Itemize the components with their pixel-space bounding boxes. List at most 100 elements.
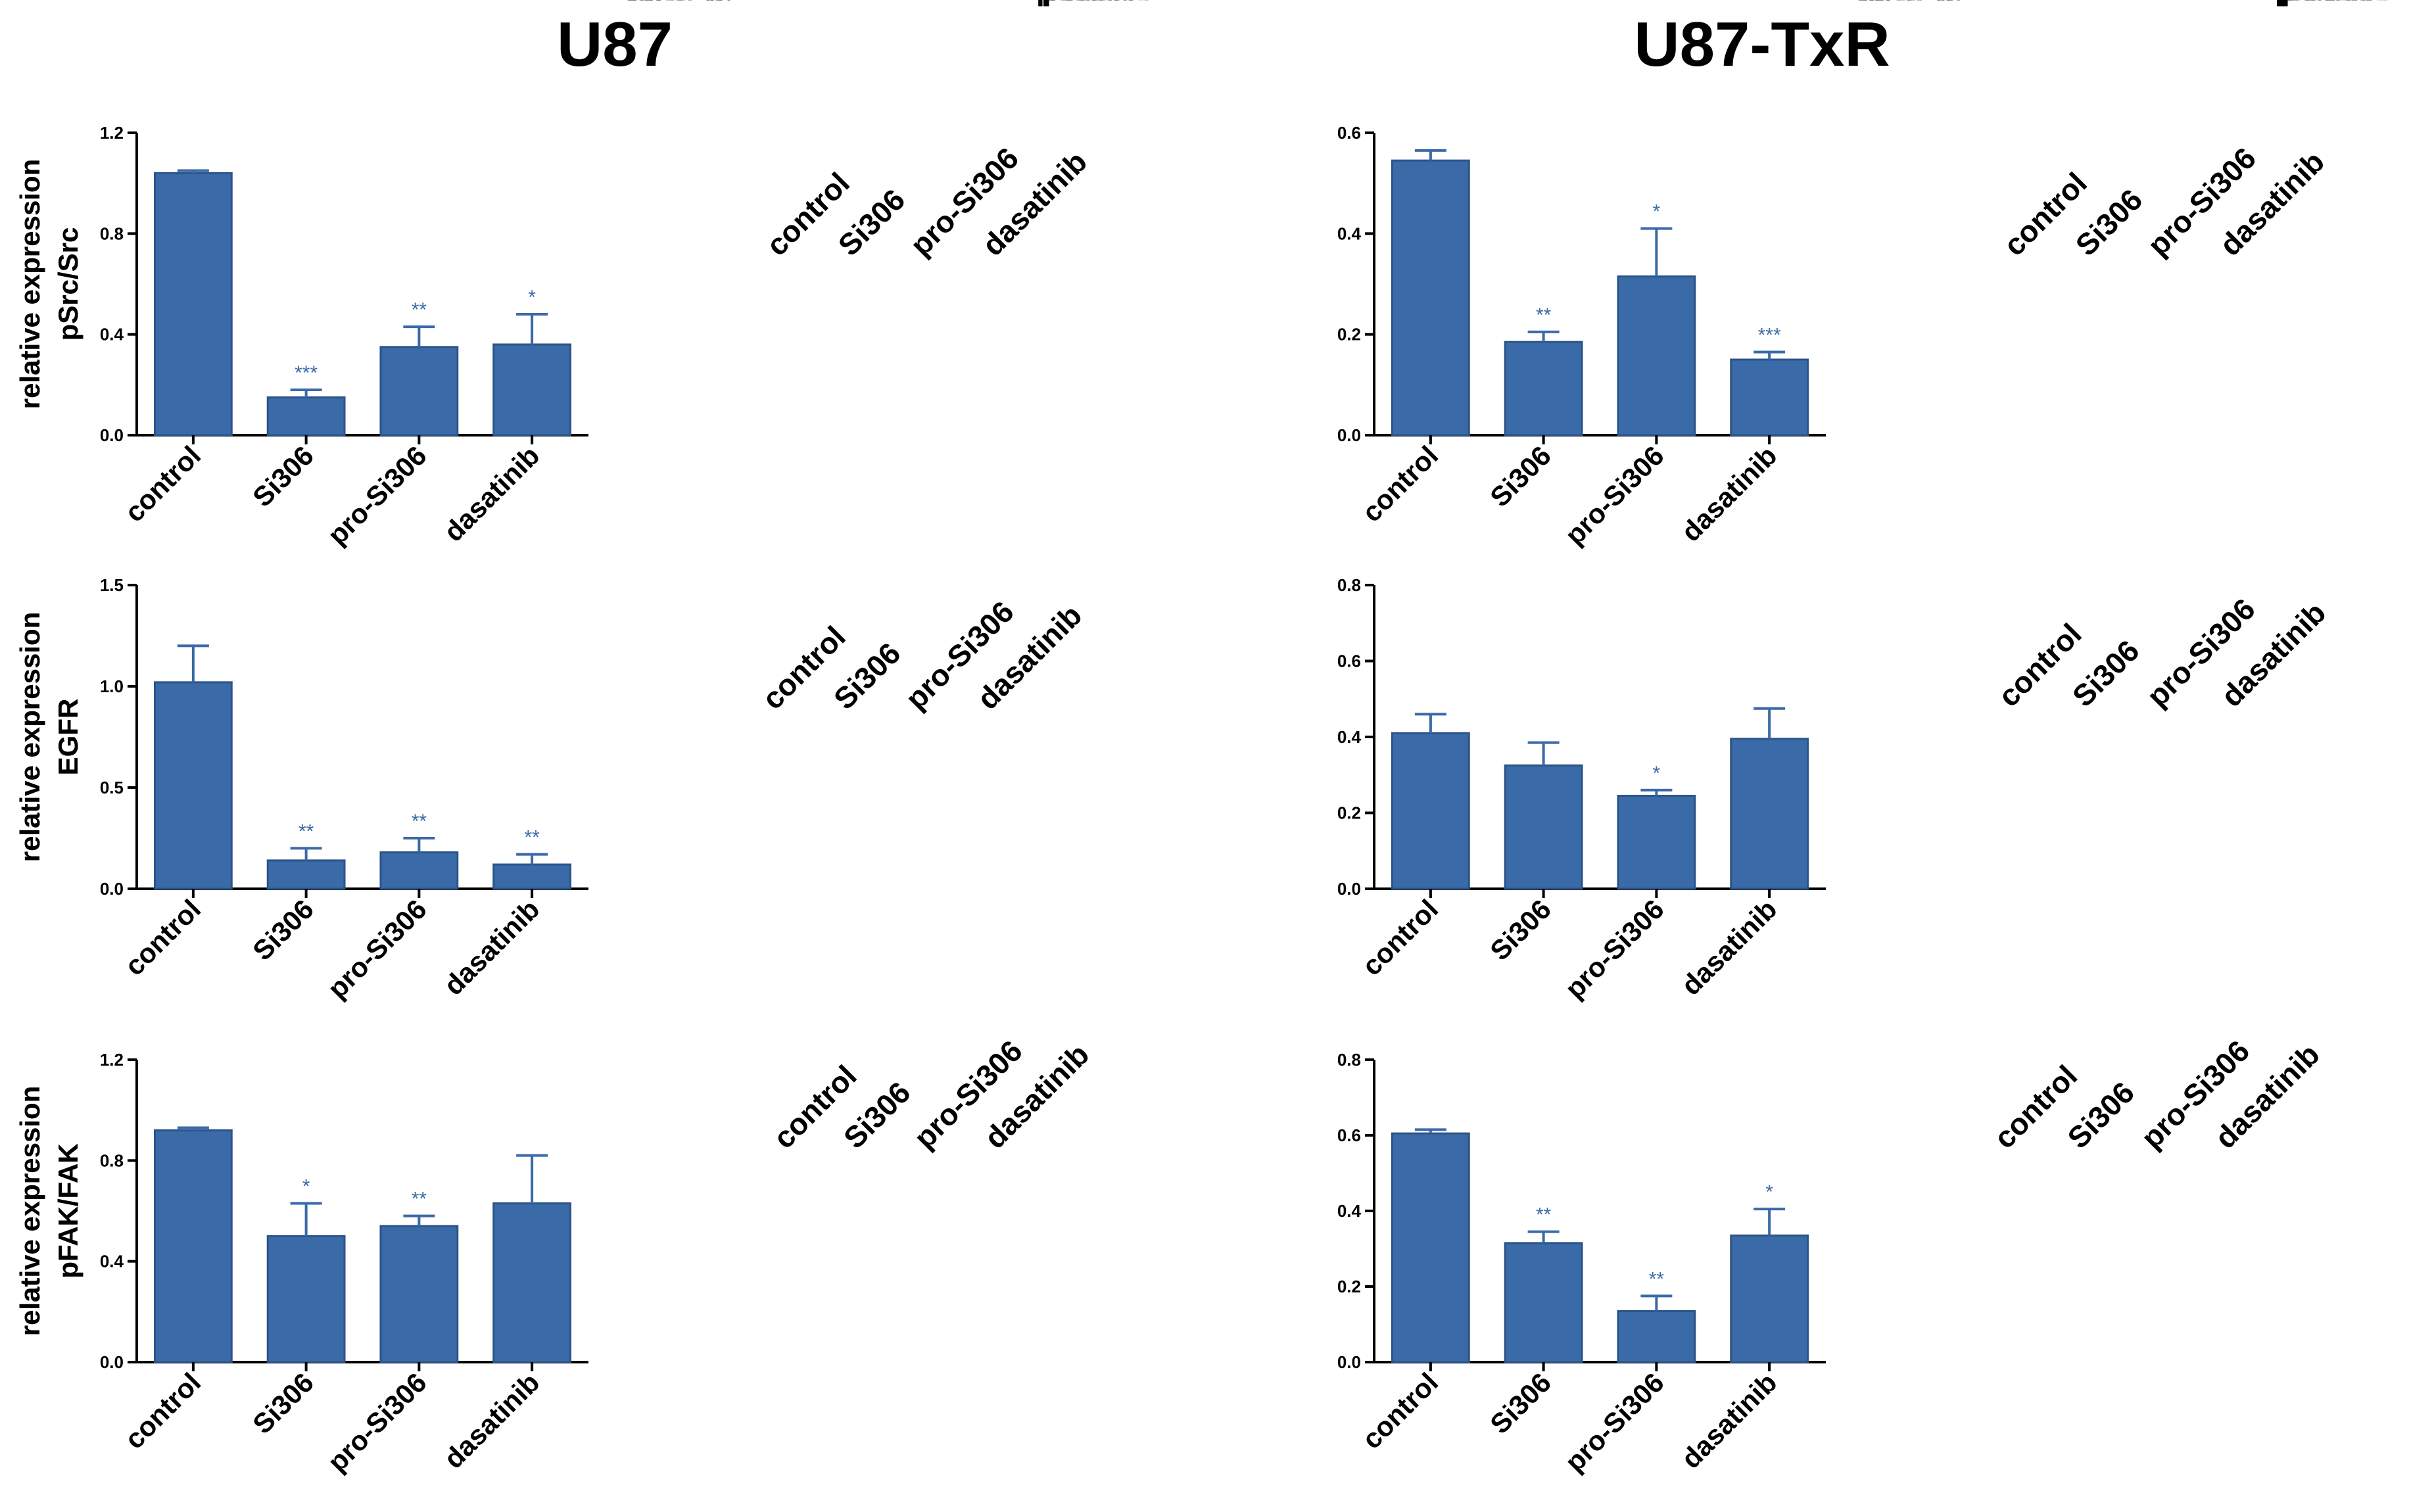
- y-tick-label: 0.0: [100, 425, 124, 445]
- y-axis-title-line1: relative expression: [14, 1086, 45, 1336]
- significance-mark: **: [1649, 1268, 1665, 1290]
- y-tick-label: 0.2: [1337, 803, 1361, 823]
- y-tick-label: 0.4: [100, 325, 124, 344]
- category-label-control: control: [1356, 893, 1444, 981]
- significance-mark: *: [528, 287, 536, 308]
- category-label-Si306: Si306: [1484, 893, 1557, 966]
- kda-marker: 60 kDa -: [626, 0, 742, 7]
- bar-dasatinib: [492, 1202, 572, 1363]
- bar-dasatinib: [492, 863, 572, 890]
- kda-marker: 180 kDa -: [1840, 0, 1972, 7]
- significance-mark: **: [412, 1189, 427, 1210]
- kda-marker: 55 kDa -: [1853, 0, 1969, 7]
- protein-label: β-Tubulin: [2281, 0, 2417, 7]
- chart-u87_egfr: relative expression EGFR 0.0 0.5 1.0 1.5 contr…: [14, 575, 588, 1004]
- bar-pro-Si306: [1617, 795, 1696, 890]
- category-label-control: control: [1356, 1367, 1444, 1455]
- y-tick-label: 0.8: [100, 224, 124, 243]
- chart-u87_fak: relative expression pFAK/FAK 0.0 0.4 0.8 1.2 c…: [14, 1050, 588, 1478]
- significance-mark: **: [298, 820, 314, 842]
- bar-pro-Si306: [379, 1225, 459, 1363]
- bar-dasatinib: [492, 343, 572, 437]
- kda-marker: 125 kDa -: [1836, 0, 1969, 7]
- kda-marker: 55 kDa -: [622, 0, 738, 7]
- bar-pro-Si306: [1617, 1310, 1696, 1363]
- y-tick-label: 0.0: [1337, 425, 1361, 445]
- category-label-control: control: [118, 893, 206, 981]
- y-tick-label: 0.8: [100, 1150, 124, 1170]
- kda-marker: 60 kDa -: [1863, 0, 1979, 7]
- significance-mark: *: [1653, 201, 1661, 223]
- kda-marker: 55 kDa -: [1857, 0, 1972, 7]
- y-tick-label: 0.8: [1337, 575, 1361, 595]
- protein-label: β-Tubulin: [1041, 0, 1177, 7]
- bar-dasatinib: [1730, 358, 1809, 437]
- bar-Si306: [1504, 1242, 1583, 1363]
- y-tick-label: 0.0: [100, 1352, 124, 1372]
- protein-label: β-Tubulin: [2275, 0, 2410, 7]
- y-tick-label: 1.0: [100, 676, 124, 696]
- category-label-pro-Si306: pro-Si306: [322, 440, 433, 551]
- protein-label: Src: [1041, 0, 1090, 7]
- protein-label: pSrc: [2279, 0, 2346, 7]
- category-label-Si306: Si306: [247, 440, 320, 513]
- significance-mark: **: [412, 299, 427, 321]
- y-tick-label: 0.5: [100, 778, 124, 797]
- category-label-dasatinib: dasatinib: [1675, 440, 1783, 548]
- y-tick-label: 0.4: [100, 1252, 124, 1271]
- bar-control: [153, 1129, 233, 1363]
- kda-marker: 60 kDa -: [626, 0, 742, 7]
- bar-control: [153, 172, 233, 437]
- y-tick-label: 0.4: [1337, 224, 1362, 243]
- y-axis-title-line2: pFAK/FAK: [53, 1143, 84, 1278]
- y-axis-title-line2: pFAK/FAK: [53, 1143, 84, 1278]
- bar-Si306: [1504, 341, 1583, 437]
- y-axis-title-line1: relative expression: [14, 1086, 45, 1336]
- category-label-pro-Si306: pro-Si306: [1559, 440, 1670, 551]
- y-tick-label: 0.8: [1337, 1050, 1361, 1070]
- bar-control: [1391, 732, 1470, 890]
- kda-marker: 180 kDa -: [605, 0, 738, 7]
- category-label-Si306: Si306: [247, 893, 320, 966]
- category-label-Si306: Si306: [247, 1367, 320, 1440]
- lane-label-control: control: [1992, 617, 2088, 713]
- protein-label: pSrc: [1041, 0, 1109, 7]
- category-label-pro-Si306: pro-Si306: [322, 1367, 433, 1478]
- category-label-dasatinib: dasatinib: [438, 440, 546, 548]
- bar-control: [153, 681, 233, 890]
- y-tick-label: 0.2: [1337, 1277, 1361, 1296]
- protein-label: β-Tubulin: [1036, 0, 1172, 7]
- significance-mark: *: [1653, 763, 1661, 784]
- lane-label-control: control: [1987, 1058, 2084, 1155]
- bar-pro-Si306: [379, 346, 459, 437]
- y-axis-title-line1: relative expression: [14, 159, 45, 410]
- category-label-dasatinib: dasatinib: [438, 893, 546, 1001]
- significance-mark: ***: [1758, 325, 1781, 346]
- significance-mark: ***: [295, 362, 318, 384]
- protein-label: pFAK: [1043, 0, 1122, 7]
- significance-mark: **: [412, 811, 427, 832]
- y-axis-title-line2: pSrc/Src: [53, 227, 84, 341]
- category-label-Si306: Si306: [1484, 1367, 1557, 1440]
- bar-dasatinib: [1730, 1234, 1809, 1363]
- charts-layer: relative expression pSrc/Src 0.0 0.4 0.8 1.2 c…: [14, 123, 1826, 1478]
- y-tick-label: 0.6: [1337, 123, 1361, 143]
- significance-mark: *: [302, 1176, 310, 1198]
- kda-marker: 55 kDa -: [626, 0, 742, 7]
- significance-mark: **: [1536, 1204, 1552, 1226]
- y-axis-title-line1: relative expression: [14, 159, 45, 410]
- category-label-dasatinib: dasatinib: [1675, 1367, 1783, 1475]
- title-u87: U87: [557, 9, 673, 80]
- category-label-pro-Si306: pro-Si306: [1559, 1367, 1670, 1478]
- y-tick-label: 1.2: [100, 1050, 124, 1070]
- kda-marker: 125 kDa -: [1836, 0, 1969, 7]
- y-axis-title-line1: relative expression: [14, 612, 45, 862]
- y-axis-title-line2: pSrc/Src: [53, 227, 84, 341]
- bar-control: [1391, 159, 1470, 437]
- y-tick-label: 1.5: [100, 575, 124, 595]
- kda-marker: 55 kDa -: [1863, 0, 1979, 7]
